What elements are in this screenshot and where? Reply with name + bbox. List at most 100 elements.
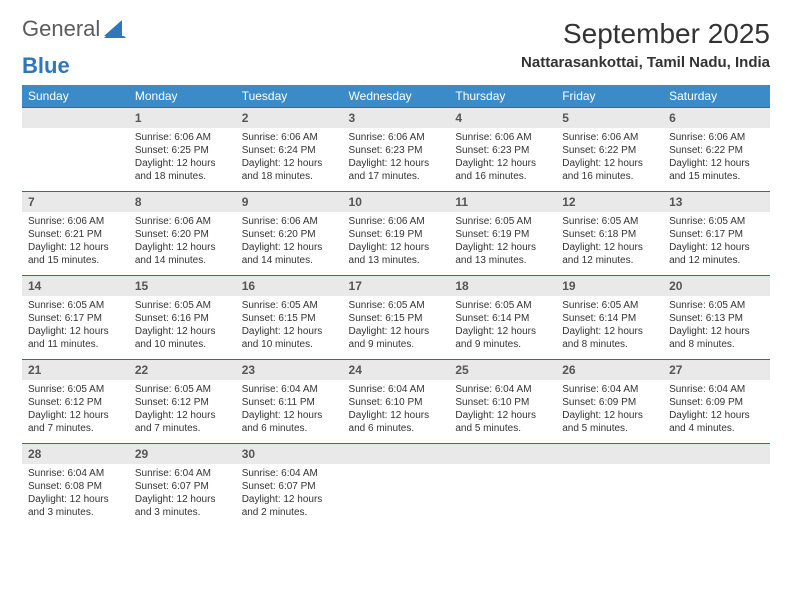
day-body: Sunrise: 6:05 AMSunset: 6:15 PMDaylight:… <box>236 296 343 359</box>
daylight-text-1: Daylight: 12 hours <box>669 241 764 254</box>
daylight-text-2: and 13 minutes. <box>455 254 550 267</box>
day-body: Sunrise: 6:05 AMSunset: 6:12 PMDaylight:… <box>22 380 129 443</box>
calendar-cell: 2Sunrise: 6:06 AMSunset: 6:24 PMDaylight… <box>236 108 343 192</box>
daylight-text-2: and 5 minutes. <box>455 422 550 435</box>
day-body: Sunrise: 6:05 AMSunset: 6:13 PMDaylight:… <box>663 296 770 359</box>
sunset-text: Sunset: 6:20 PM <box>135 228 230 241</box>
daylight-text-2: and 14 minutes. <box>135 254 230 267</box>
sunrise-text: Sunrise: 6:04 AM <box>349 383 444 396</box>
calendar-cell: 10Sunrise: 6:06 AMSunset: 6:19 PMDayligh… <box>343 192 450 276</box>
sunrise-text: Sunrise: 6:06 AM <box>28 215 123 228</box>
calendar-cell <box>556 444 663 528</box>
calendar-cell: 20Sunrise: 6:05 AMSunset: 6:13 PMDayligh… <box>663 276 770 360</box>
weekday-header: Sunday <box>22 85 129 108</box>
calendar-week-row: 28Sunrise: 6:04 AMSunset: 6:08 PMDayligh… <box>22 444 770 528</box>
sunset-text: Sunset: 6:25 PM <box>135 144 230 157</box>
day-body: Sunrise: 6:05 AMSunset: 6:12 PMDaylight:… <box>129 380 236 443</box>
day-number: 28 <box>22 444 129 464</box>
sunrise-text: Sunrise: 6:05 AM <box>562 215 657 228</box>
day-number-empty <box>22 108 129 128</box>
daylight-text-1: Daylight: 12 hours <box>242 409 337 422</box>
daylight-text-1: Daylight: 12 hours <box>669 325 764 338</box>
day-body-empty <box>22 128 129 186</box>
calendar-cell <box>663 444 770 528</box>
daylight-text-1: Daylight: 12 hours <box>242 325 337 338</box>
sunset-text: Sunset: 6:19 PM <box>455 228 550 241</box>
sunrise-text: Sunrise: 6:05 AM <box>28 383 123 396</box>
day-number: 5 <box>556 108 663 128</box>
calendar-week-row: 7Sunrise: 6:06 AMSunset: 6:21 PMDaylight… <box>22 192 770 276</box>
sunset-text: Sunset: 6:17 PM <box>28 312 123 325</box>
calendar-cell: 28Sunrise: 6:04 AMSunset: 6:08 PMDayligh… <box>22 444 129 528</box>
sunrise-text: Sunrise: 6:06 AM <box>135 131 230 144</box>
daylight-text-2: and 14 minutes. <box>242 254 337 267</box>
day-body: Sunrise: 6:05 AMSunset: 6:15 PMDaylight:… <box>343 296 450 359</box>
calendar-header-row: SundayMondayTuesdayWednesdayThursdayFrid… <box>22 85 770 108</box>
sunrise-text: Sunrise: 6:04 AM <box>562 383 657 396</box>
day-body: Sunrise: 6:04 AMSunset: 6:07 PMDaylight:… <box>129 464 236 527</box>
day-body-empty <box>449 464 556 522</box>
sunset-text: Sunset: 6:19 PM <box>349 228 444 241</box>
daylight-text-2: and 3 minutes. <box>135 506 230 519</box>
day-number: 12 <box>556 192 663 212</box>
day-body: Sunrise: 6:06 AMSunset: 6:20 PMDaylight:… <box>236 212 343 275</box>
daylight-text-1: Daylight: 12 hours <box>349 241 444 254</box>
day-number-empty <box>343 444 450 464</box>
day-number: 22 <box>129 360 236 380</box>
sunrise-text: Sunrise: 6:06 AM <box>242 215 337 228</box>
daylight-text-1: Daylight: 12 hours <box>562 325 657 338</box>
sunset-text: Sunset: 6:12 PM <box>28 396 123 409</box>
sunrise-text: Sunrise: 6:05 AM <box>242 299 337 312</box>
calendar-table: SundayMondayTuesdayWednesdayThursdayFrid… <box>22 85 770 527</box>
daylight-text-2: and 5 minutes. <box>562 422 657 435</box>
calendar-cell: 26Sunrise: 6:04 AMSunset: 6:09 PMDayligh… <box>556 360 663 444</box>
day-number: 7 <box>22 192 129 212</box>
day-body: Sunrise: 6:05 AMSunset: 6:18 PMDaylight:… <box>556 212 663 275</box>
sunrise-text: Sunrise: 6:06 AM <box>135 215 230 228</box>
daylight-text-2: and 18 minutes. <box>242 170 337 183</box>
calendar-cell: 1Sunrise: 6:06 AMSunset: 6:25 PMDaylight… <box>129 108 236 192</box>
sunrise-text: Sunrise: 6:04 AM <box>242 467 337 480</box>
daylight-text-1: Daylight: 12 hours <box>455 157 550 170</box>
sunset-text: Sunset: 6:22 PM <box>562 144 657 157</box>
sunset-text: Sunset: 6:21 PM <box>28 228 123 241</box>
logo-sail-icon <box>104 20 126 38</box>
daylight-text-1: Daylight: 12 hours <box>28 325 123 338</box>
calendar-cell: 11Sunrise: 6:05 AMSunset: 6:19 PMDayligh… <box>449 192 556 276</box>
day-number: 6 <box>663 108 770 128</box>
sunrise-text: Sunrise: 6:05 AM <box>455 215 550 228</box>
day-body: Sunrise: 6:04 AMSunset: 6:10 PMDaylight:… <box>343 380 450 443</box>
weekday-header: Thursday <box>449 85 556 108</box>
day-body: Sunrise: 6:05 AMSunset: 6:17 PMDaylight:… <box>663 212 770 275</box>
day-number: 24 <box>343 360 450 380</box>
day-body: Sunrise: 6:04 AMSunset: 6:10 PMDaylight:… <box>449 380 556 443</box>
sunset-text: Sunset: 6:10 PM <box>455 396 550 409</box>
day-number: 25 <box>449 360 556 380</box>
day-number: 21 <box>22 360 129 380</box>
calendar-cell: 5Sunrise: 6:06 AMSunset: 6:22 PMDaylight… <box>556 108 663 192</box>
day-number: 4 <box>449 108 556 128</box>
sunset-text: Sunset: 6:16 PM <box>135 312 230 325</box>
daylight-text-1: Daylight: 12 hours <box>455 241 550 254</box>
logo: General <box>22 18 128 40</box>
daylight-text-1: Daylight: 12 hours <box>28 409 123 422</box>
daylight-text-2: and 17 minutes. <box>349 170 444 183</box>
calendar-cell: 30Sunrise: 6:04 AMSunset: 6:07 PMDayligh… <box>236 444 343 528</box>
day-number: 3 <box>343 108 450 128</box>
daylight-text-1: Daylight: 12 hours <box>562 241 657 254</box>
day-number: 16 <box>236 276 343 296</box>
calendar-cell: 27Sunrise: 6:04 AMSunset: 6:09 PMDayligh… <box>663 360 770 444</box>
daylight-text-2: and 11 minutes. <box>28 338 123 351</box>
calendar-cell: 12Sunrise: 6:05 AMSunset: 6:18 PMDayligh… <box>556 192 663 276</box>
sunrise-text: Sunrise: 6:05 AM <box>669 215 764 228</box>
day-body: Sunrise: 6:05 AMSunset: 6:17 PMDaylight:… <box>22 296 129 359</box>
day-body: Sunrise: 6:05 AMSunset: 6:14 PMDaylight:… <box>556 296 663 359</box>
day-body-empty <box>556 464 663 522</box>
calendar-cell: 16Sunrise: 6:05 AMSunset: 6:15 PMDayligh… <box>236 276 343 360</box>
day-body: Sunrise: 6:06 AMSunset: 6:23 PMDaylight:… <box>449 128 556 191</box>
daylight-text-2: and 2 minutes. <box>242 506 337 519</box>
sunset-text: Sunset: 6:10 PM <box>349 396 444 409</box>
day-body: Sunrise: 6:04 AMSunset: 6:08 PMDaylight:… <box>22 464 129 527</box>
day-number: 20 <box>663 276 770 296</box>
sunset-text: Sunset: 6:23 PM <box>349 144 444 157</box>
